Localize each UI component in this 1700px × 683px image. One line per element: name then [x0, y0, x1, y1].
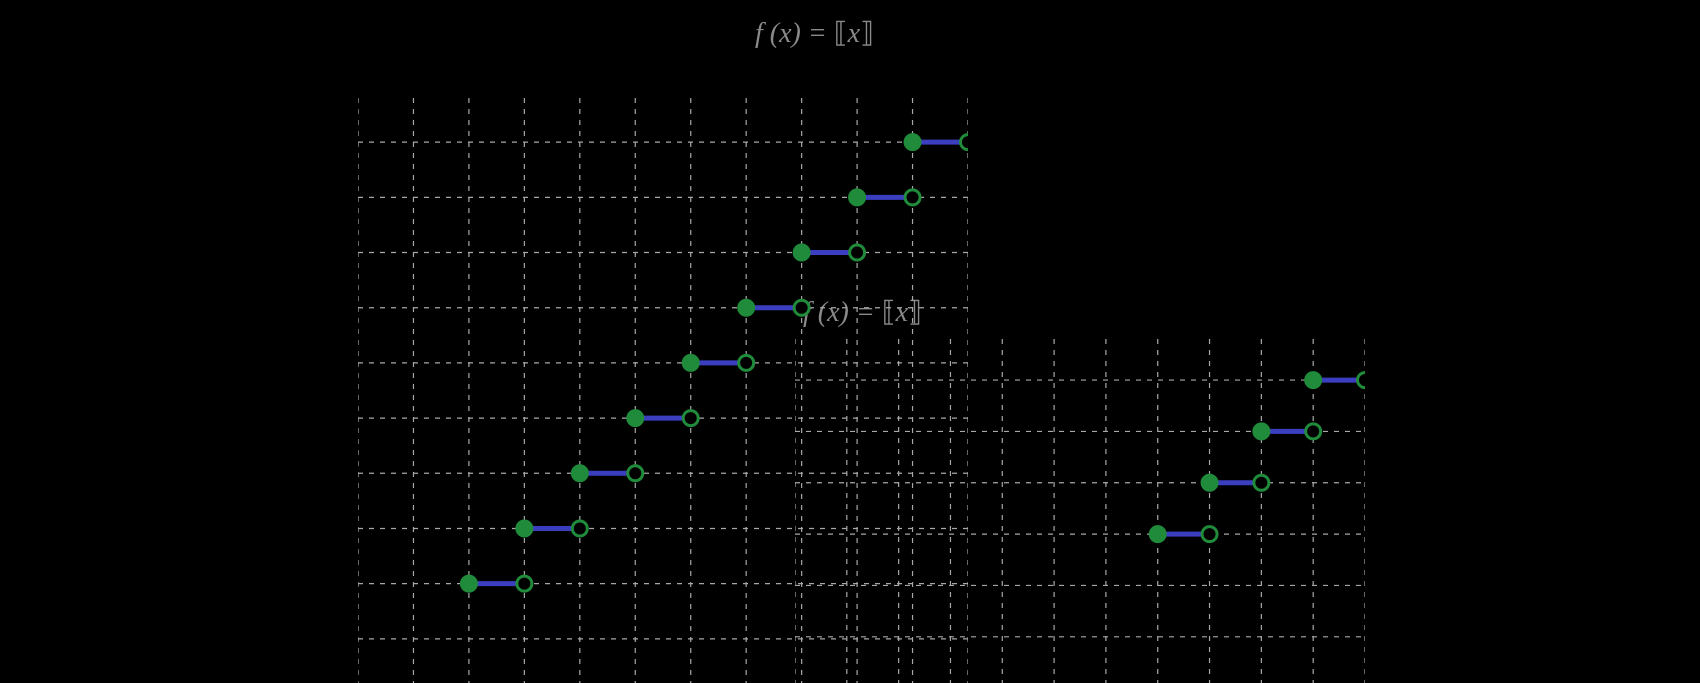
- open-point-icon: [517, 576, 532, 591]
- chart-stage: f (x) = ⟦x⟧ f (x) = ⟦x⟧: [0, 0, 1700, 683]
- closed-point-icon: [517, 521, 532, 536]
- closed-point-icon: [461, 576, 476, 591]
- open-point-icon: [794, 300, 809, 315]
- closed-point-icon: [628, 411, 643, 426]
- open-point-icon: [850, 245, 865, 260]
- closed-point-icon: [683, 355, 698, 370]
- closed-point-icon: [850, 190, 865, 205]
- grid: [795, 339, 1365, 683]
- closed-point-icon: [1254, 424, 1269, 439]
- open-bracket-icon: ⟦: [834, 18, 848, 49]
- closed-point-icon: [1150, 527, 1165, 542]
- open-point-icon: [1202, 527, 1217, 542]
- step-segments: [1158, 380, 1365, 534]
- closed-point-icon: [1202, 475, 1217, 490]
- open-point-icon: [572, 521, 587, 536]
- open-point-icon: [1254, 475, 1269, 490]
- chart-title-top: f (x) = ⟦x⟧: [755, 16, 874, 50]
- open-point-icon: [961, 135, 969, 150]
- title-fx: f (x) =: [755, 18, 834, 49]
- closed-point-icon: [1306, 373, 1321, 388]
- closed-point-icon: [572, 466, 587, 481]
- open-point-icon: [683, 411, 698, 426]
- step-markers: [1150, 373, 1365, 542]
- open-point-icon: [628, 466, 643, 481]
- open-point-icon: [1358, 373, 1366, 388]
- close-bracket-icon: ⟧: [860, 18, 874, 49]
- step-chart-right: [795, 339, 1365, 683]
- closed-point-icon: [794, 245, 809, 260]
- open-point-icon: [739, 355, 754, 370]
- closed-point-icon: [905, 135, 920, 150]
- open-point-icon: [905, 190, 920, 205]
- open-point-icon: [1306, 424, 1321, 439]
- closed-point-icon: [739, 300, 754, 315]
- title-var: x: [848, 18, 860, 49]
